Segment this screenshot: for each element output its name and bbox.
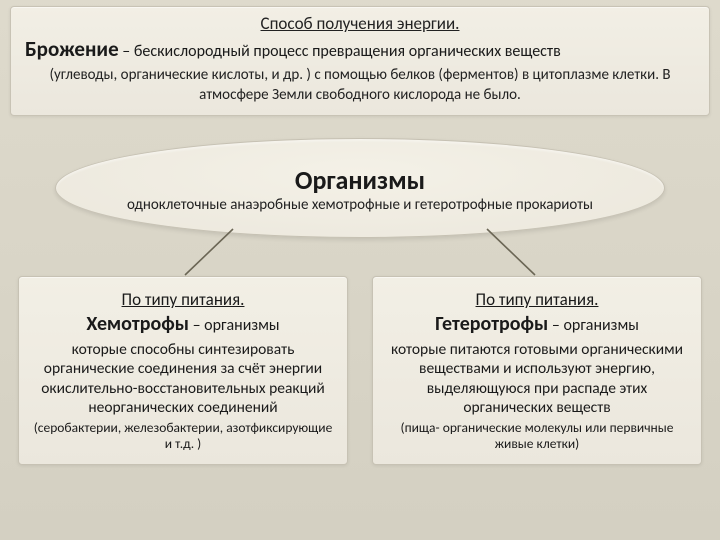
right-box-title: По типу питания. bbox=[383, 289, 691, 310]
definition-note: (углеводы, органические кислоты, и др. )… bbox=[25, 66, 695, 105]
right-term-rest: – организмы bbox=[548, 316, 639, 335]
organisms-ellipse: Организмы одноклеточные анаэробные хемот… bbox=[55, 138, 665, 238]
left-note: (серобактерии, железобактерии, азотфикси… bbox=[29, 420, 337, 452]
left-term-rest: – организмы bbox=[189, 316, 280, 335]
left-body: которые способны синтезировать органичес… bbox=[29, 340, 337, 418]
definition-rest: – бескислородный процесс превращения орг… bbox=[119, 42, 561, 61]
organisms-subtitle: одноклеточные анаэробные хемотрофные и г… bbox=[116, 196, 604, 214]
left-box-title: По типу питания. bbox=[29, 289, 337, 310]
left-term: Хемотрофы bbox=[86, 312, 189, 336]
heterotrophs-box: По типу питания. Гетеротрофы – организмы… bbox=[372, 276, 702, 465]
right-term: Гетеротрофы bbox=[435, 312, 548, 336]
chemotrophs-box: По типу питания. Хемотрофы – организмы к… bbox=[18, 276, 348, 465]
right-note: (пища- органические молекулы или первичн… bbox=[383, 420, 691, 452]
definition-box: Способ получения энергии. Брожение – бес… bbox=[10, 6, 710, 116]
left-term-line: Хемотрофы – организмы bbox=[29, 312, 337, 336]
definition-term: Брожение bbox=[25, 36, 119, 62]
organisms-title: Организмы bbox=[116, 166, 604, 195]
right-body: которые питаются готовыми органическими … bbox=[383, 340, 691, 418]
definition-line: Брожение – бескислородный процесс превра… bbox=[25, 36, 695, 62]
right-term-line: Гетеротрофы – организмы bbox=[383, 312, 691, 336]
page-title: Способ получения энергии. bbox=[25, 13, 695, 34]
